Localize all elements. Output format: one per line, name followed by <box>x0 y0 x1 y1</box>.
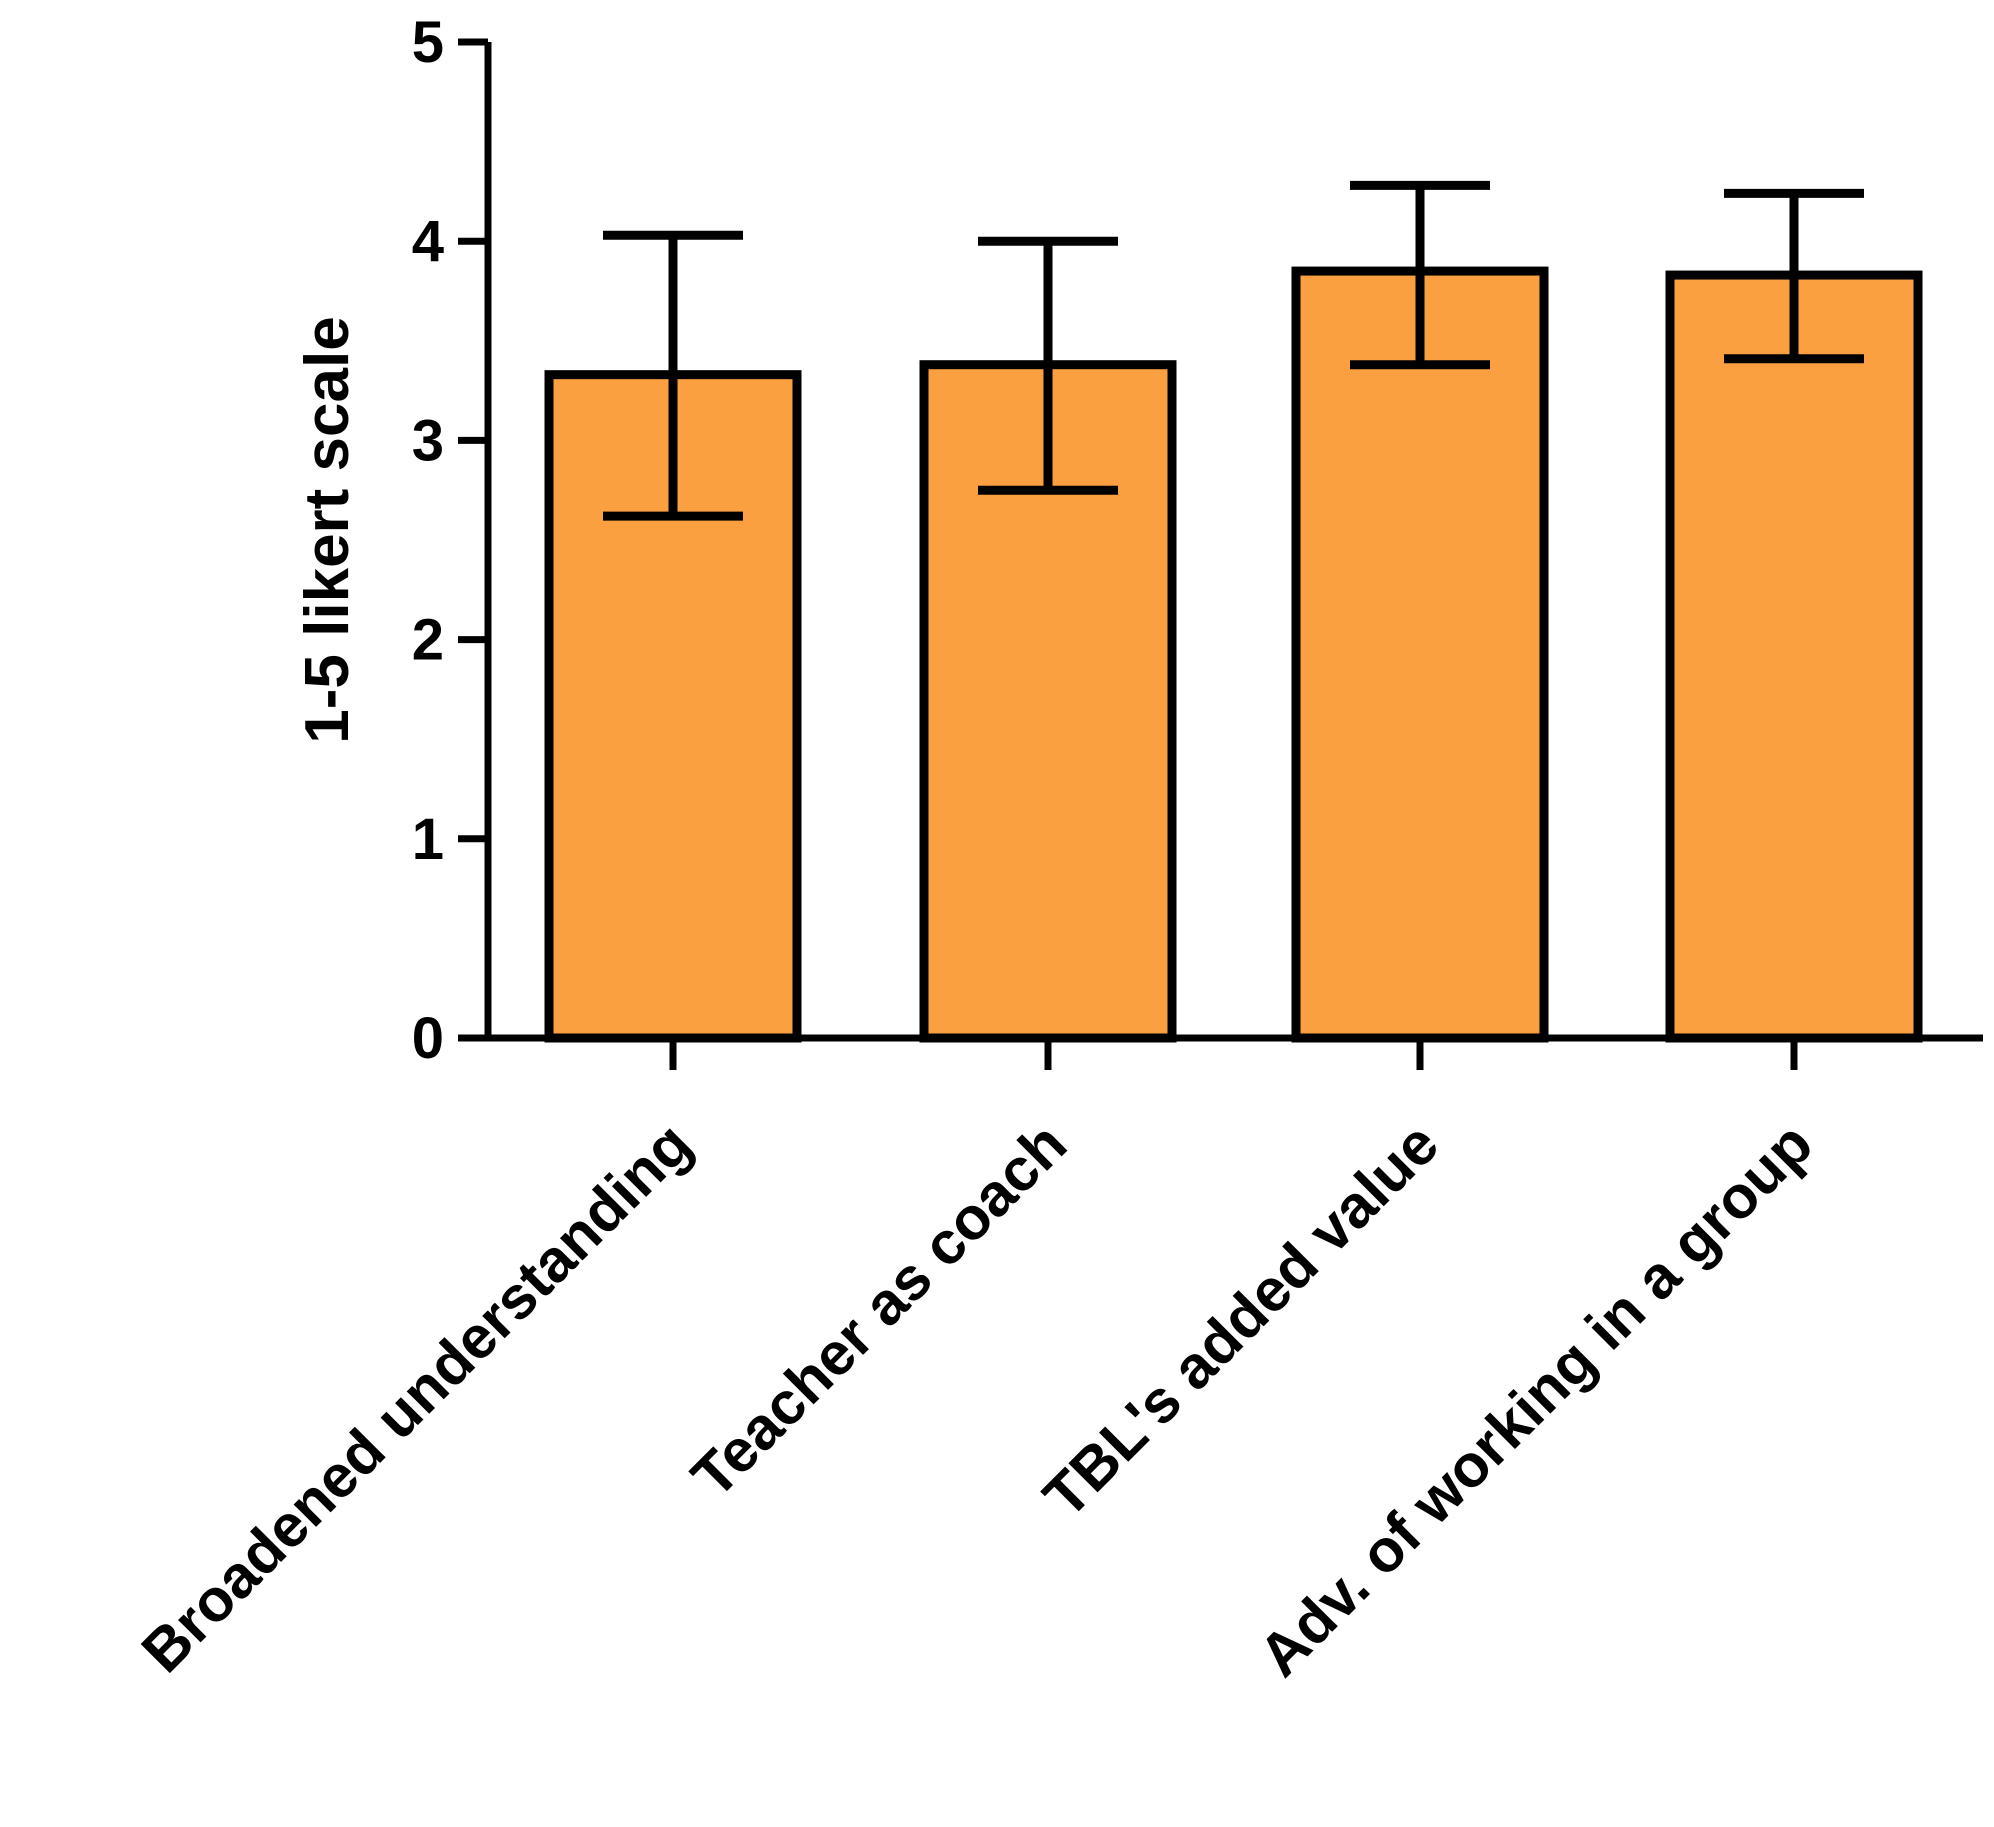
x-tick-label: Teacher as coach <box>679 1110 1079 1510</box>
error-bars-group <box>603 180 1864 521</box>
y-tick-label: 2 <box>412 608 444 673</box>
y-tick-label: 5 <box>412 10 444 75</box>
y-tick-label: 3 <box>412 408 444 473</box>
x-tick-label: Broadened understanding <box>129 1110 704 1685</box>
y-tick-label: 0 <box>412 1006 444 1071</box>
y-tick-label: 1 <box>412 807 444 872</box>
bar <box>1291 266 1549 1043</box>
x-tick-label: TBL's added value <box>1031 1110 1452 1531</box>
bar <box>1665 270 1923 1043</box>
y-tick-label: 4 <box>412 209 444 274</box>
y-axis: 0 1 2 3 4 5 <box>412 10 492 1071</box>
bars-group <box>544 266 1923 1043</box>
y-axis-title: 1-5 likert scale <box>293 316 362 743</box>
